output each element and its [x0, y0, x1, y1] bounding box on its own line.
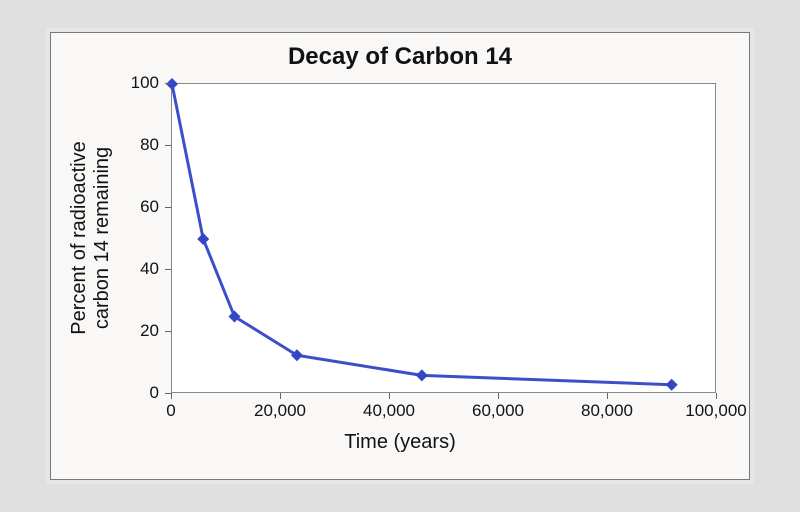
y-tick-label: 80	[140, 135, 159, 155]
x-tick-mark	[280, 393, 281, 399]
plot-area	[171, 83, 716, 393]
x-tick-label: 80,000	[581, 401, 633, 421]
y-tick-mark	[165, 269, 171, 270]
data-point-marker	[666, 379, 678, 391]
plot-svg	[172, 84, 717, 394]
y-tick-mark	[165, 207, 171, 208]
data-point-marker	[416, 369, 428, 381]
chart-frame: Decay of Carbon 14 Percent of radioactiv…	[50, 32, 750, 480]
y-tick-mark	[165, 145, 171, 146]
chart-title: Decay of Carbon 14	[51, 43, 749, 71]
data-point-marker	[197, 233, 209, 245]
x-tick-label: 20,000	[254, 401, 306, 421]
data-point-marker	[166, 78, 178, 90]
y-tick-mark	[165, 83, 171, 84]
y-tick-label: 20	[140, 321, 159, 341]
y-tick-label: 0	[150, 383, 159, 403]
x-tick-mark	[498, 393, 499, 399]
y-tick-label: 40	[140, 259, 159, 279]
y-tick-mark	[165, 331, 171, 332]
x-tick-label: 60,000	[472, 401, 524, 421]
y-tick-label: 60	[140, 197, 159, 217]
x-tick-mark	[607, 393, 608, 399]
x-tick-label: 0	[166, 401, 175, 421]
x-tick-mark	[716, 393, 717, 399]
x-tick-label: 40,000	[363, 401, 415, 421]
decay-line	[172, 84, 672, 385]
x-axis-label: Time (years)	[51, 431, 749, 454]
y-tick-label: 100	[131, 73, 159, 93]
y-axis-label: Percent of radioactive carbon 14 remaini…	[68, 141, 114, 334]
x-tick-label: 100,000	[685, 401, 746, 421]
x-tick-mark	[171, 393, 172, 399]
x-tick-mark	[389, 393, 390, 399]
